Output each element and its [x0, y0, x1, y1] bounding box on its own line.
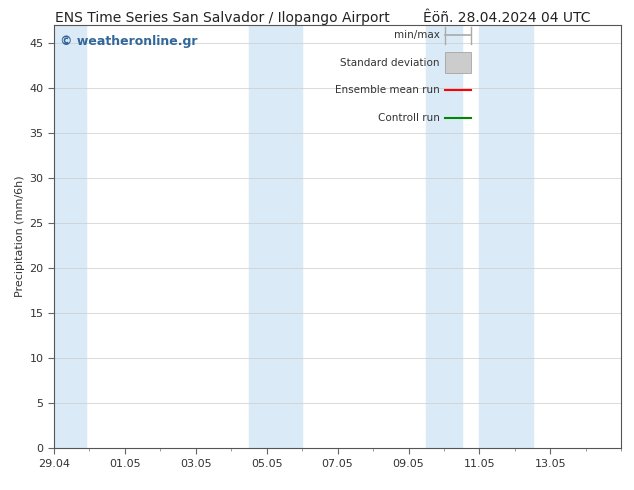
Text: ENS Time Series San Salvador / Ilopango Airport: ENS Time Series San Salvador / Ilopango …	[55, 11, 389, 25]
Y-axis label: Precipitation (mm/6h): Precipitation (mm/6h)	[15, 175, 25, 297]
Text: min/max: min/max	[394, 30, 440, 40]
Text: Ensemble mean run: Ensemble mean run	[335, 85, 440, 95]
Bar	[54, 24, 86, 448]
Bar	[479, 24, 533, 448]
Text: © weatheronline.gr: © weatheronline.gr	[60, 35, 197, 48]
Text: Controll run: Controll run	[378, 113, 440, 123]
Text: Standard deviation: Standard deviation	[340, 58, 440, 68]
Bar	[446, 52, 471, 73]
Bar	[426, 24, 462, 448]
Bar	[249, 24, 302, 448]
Text: Êöñ. 28.04.2024 04 UTC: Êöñ. 28.04.2024 04 UTC	[424, 11, 591, 25]
